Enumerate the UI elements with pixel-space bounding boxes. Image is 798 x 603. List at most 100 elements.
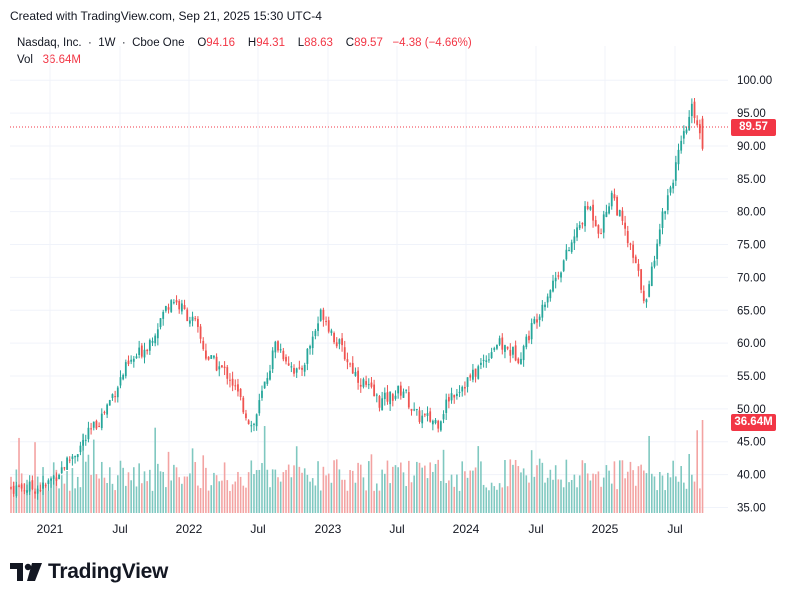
candle-body: [42, 482, 44, 489]
volume-bar: [594, 474, 597, 513]
volume-bar: [581, 460, 584, 513]
candle-body: [429, 411, 432, 422]
volume-bar: [626, 471, 629, 513]
volume-bar: [397, 467, 399, 513]
volume-bar: [271, 469, 274, 513]
candle-body: [116, 387, 119, 398]
candle-body: [98, 426, 101, 428]
candle-body: [594, 220, 597, 227]
volume-bar: [181, 483, 183, 513]
volume-bar: [60, 475, 63, 513]
volume-bar: [263, 426, 266, 513]
volume-bar: [570, 480, 573, 513]
candle-body: [159, 318, 162, 328]
volume-bar: [437, 459, 439, 513]
candle-body: [143, 349, 146, 358]
candle-body: [447, 397, 450, 402]
time-tick-label: 2025: [592, 522, 619, 536]
volume-bar: [100, 461, 103, 513]
candle-body: [522, 346, 525, 361]
candle-body: [485, 360, 488, 362]
volume-bar: [634, 485, 637, 513]
candle-body: [319, 309, 322, 321]
volume-bar: [373, 490, 375, 513]
volume-bar: [667, 472, 669, 513]
volume-bar: [90, 474, 92, 513]
volume-bar: [239, 476, 242, 513]
candle-body: [423, 414, 426, 416]
candle-body: [506, 346, 509, 349]
time-tick-label: Jul: [667, 522, 682, 536]
volume-bar: [528, 482, 530, 513]
volume-bar: [322, 466, 325, 513]
volume-bar: [512, 464, 514, 513]
candle-body: [18, 485, 20, 487]
candle-body: [570, 242, 573, 252]
candle-body: [245, 413, 247, 419]
volume-bar: [149, 469, 151, 513]
candle-body: [277, 341, 279, 351]
legend-volume-label: Vol: [17, 54, 33, 66]
candle-body: [544, 304, 546, 308]
volume-bar: [87, 454, 90, 513]
volume-bar: [509, 459, 512, 513]
candle-body: [218, 366, 221, 370]
candle-body: [226, 367, 229, 379]
price-tick-label: 70.00: [737, 272, 766, 284]
candle-body: [343, 347, 346, 360]
candle-body: [370, 382, 373, 387]
candle-body: [317, 323, 319, 331]
volume-bar: [552, 479, 554, 513]
candle-body: [114, 396, 117, 398]
volume-bar: [640, 464, 642, 513]
volume-bar: [597, 471, 600, 513]
candle-body: [650, 266, 653, 286]
candle-body: [325, 320, 327, 322]
candle-body: [26, 490, 28, 493]
volume-bar: [223, 462, 226, 513]
volume-bar: [466, 477, 469, 513]
volume-bar: [162, 471, 164, 513]
volume-bar: [474, 467, 477, 513]
volume-bar: [624, 478, 626, 513]
volume-bar: [554, 465, 557, 513]
volume-bar: [28, 483, 31, 513]
volume-bar: [621, 460, 624, 513]
volume-bar: [293, 465, 295, 513]
volume-bar: [651, 473, 653, 513]
volume-bar: [525, 475, 528, 513]
candle-body: [554, 277, 557, 282]
candle-body: [365, 381, 368, 385]
volume-bar: [170, 480, 172, 513]
candle-body: [111, 394, 114, 398]
candle-body: [172, 302, 175, 304]
volume-bar: [432, 471, 434, 513]
candle-body: [568, 250, 570, 252]
candle-body: [682, 131, 685, 139]
volume-bar: [58, 488, 60, 513]
legend-change: −4.38 (−4.66%): [392, 37, 472, 49]
volume-bar: [685, 488, 688, 513]
candle-body: [375, 394, 378, 396]
legend-interval[interactable]: 1W: [98, 37, 116, 49]
legend-close-value: 89.57: [354, 37, 383, 49]
volume-bar: [701, 420, 704, 513]
volume-bar: [26, 479, 28, 513]
candle-body: [327, 320, 330, 332]
volume-bar: [429, 462, 431, 513]
candle-body: [381, 398, 384, 411]
volume-bar: [314, 485, 317, 513]
volume-bar: [354, 482, 357, 513]
candle-body: [282, 350, 285, 360]
legend-symbol[interactable]: Nasdaq, Inc.: [17, 37, 82, 49]
volume-bar: [448, 480, 450, 513]
volume-bar: [122, 467, 124, 513]
candle-body: [549, 290, 552, 299]
volume-bar: [79, 487, 82, 513]
volume-bar: [141, 483, 143, 513]
volume-bar: [688, 454, 690, 513]
tradingview-logo[interactable]: TradingView: [10, 560, 168, 584]
candle-body: [87, 427, 90, 440]
candle-body: [386, 392, 389, 402]
